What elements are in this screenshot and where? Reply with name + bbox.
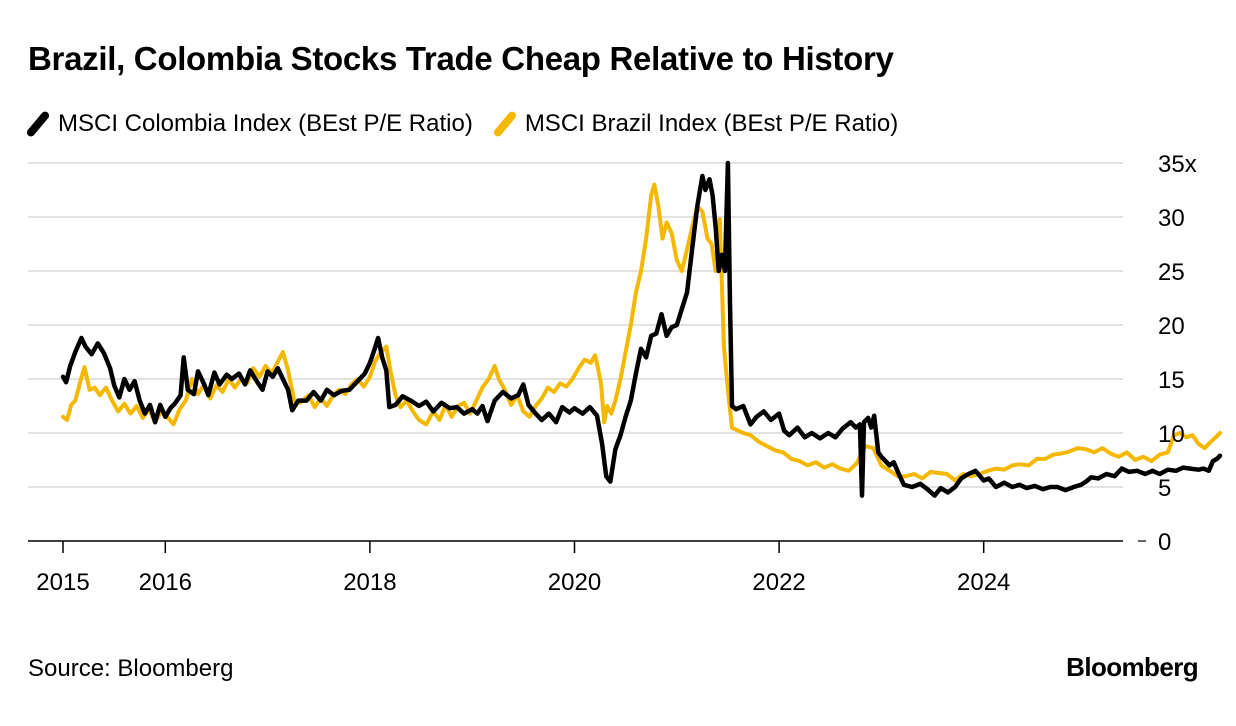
legend: MSCI Colombia Index (BEst P/E Ratio) MSC… xyxy=(25,106,920,142)
y-tick-label-15: 15 xyxy=(1158,367,1185,394)
x-tick-label-2022: 2022 xyxy=(752,569,805,596)
legend-item-colombia: MSCI Colombia Index (BEst P/E Ratio) xyxy=(25,109,473,139)
source-note: Source: Bloomberg xyxy=(28,655,234,682)
x-tick-label-2015: 2015 xyxy=(36,569,89,596)
grid-layer xyxy=(28,162,1123,488)
y-tick-label-0: 0 xyxy=(1158,529,1171,556)
bloomberg-logo: Bloomberg xyxy=(1066,652,1198,682)
series-line-colombia xyxy=(60,160,1223,498)
y-tick-label-35: 35x xyxy=(1158,151,1197,178)
legend-label-colombia: MSCI Colombia Index (BEst P/E Ratio) xyxy=(58,110,473,137)
y-tick-label-25: 25 xyxy=(1158,259,1185,286)
legend-item-brazil: MSCI Brazil Index (BEst P/E Ratio) xyxy=(492,109,899,139)
y-tick-label-5: 5 xyxy=(1158,475,1171,502)
series-layer xyxy=(60,160,1223,498)
y-tick-label-10: 10 xyxy=(1158,421,1185,448)
chart-title: Brazil, Colombia Stocks Trade Cheap Rela… xyxy=(28,40,894,77)
series-line-brazil xyxy=(61,182,1222,483)
axis-layer: 0 5 10 15 20 25 30 35x 2015 2016 2018 2020 2022 2024 xyxy=(28,151,1197,596)
x-tick-label-2024: 2024 xyxy=(957,569,1010,596)
legend-label-brazil: MSCI Brazil Index (BEst P/E Ratio) xyxy=(524,110,899,137)
y-tick-label-30: 30 xyxy=(1158,205,1185,232)
x-tick-label-2016: 2016 xyxy=(139,569,192,596)
x-tick-label-2020: 2020 xyxy=(548,569,601,596)
y-tick-label-20: 20 xyxy=(1158,313,1185,340)
x-tick-label-2018: 2018 xyxy=(343,569,396,596)
